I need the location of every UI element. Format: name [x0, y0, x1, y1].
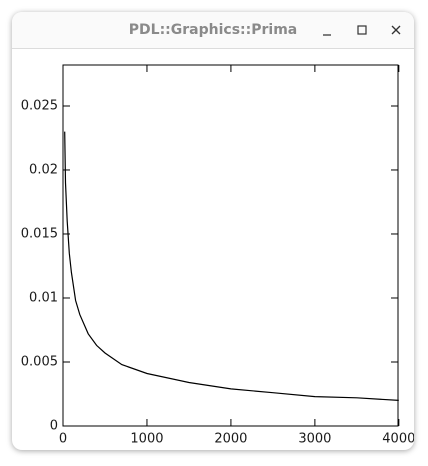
y-tick-label: 0.005: [21, 354, 58, 369]
window: PDL::Graphics::Prima 0 0.005 0.01 0.015 0.02…: [12, 12, 414, 450]
x-tick-label: 0: [59, 432, 67, 447]
maximize-button[interactable]: [357, 25, 367, 35]
chart: 0 0.005 0.01 0.015 0.02 0.025 0 1000 2000 3000 400…: [21, 64, 414, 447]
y-tick-label: 0: [50, 419, 58, 434]
data-line: [64, 131, 399, 401]
y-tick-label: 0.015: [21, 226, 58, 241]
window-controls: [323, 25, 401, 36]
x-tick-label: 2000: [214, 432, 247, 447]
close-button[interactable]: [391, 25, 401, 35]
y-tick-label: 0.02: [29, 162, 58, 177]
window-title: PDL::Graphics::Prima: [128, 22, 298, 38]
x-tick-label: 4000: [382, 432, 414, 447]
y-tick-label: 0.01: [29, 290, 58, 305]
y-tick-label: 0.025: [21, 98, 58, 113]
plot-frame: [62, 64, 399, 427]
x-tick-label: 3000: [298, 432, 331, 447]
title-bar: PDL::Graphics::Prima: [12, 12, 414, 49]
x-tick-label: 1000: [130, 432, 163, 447]
